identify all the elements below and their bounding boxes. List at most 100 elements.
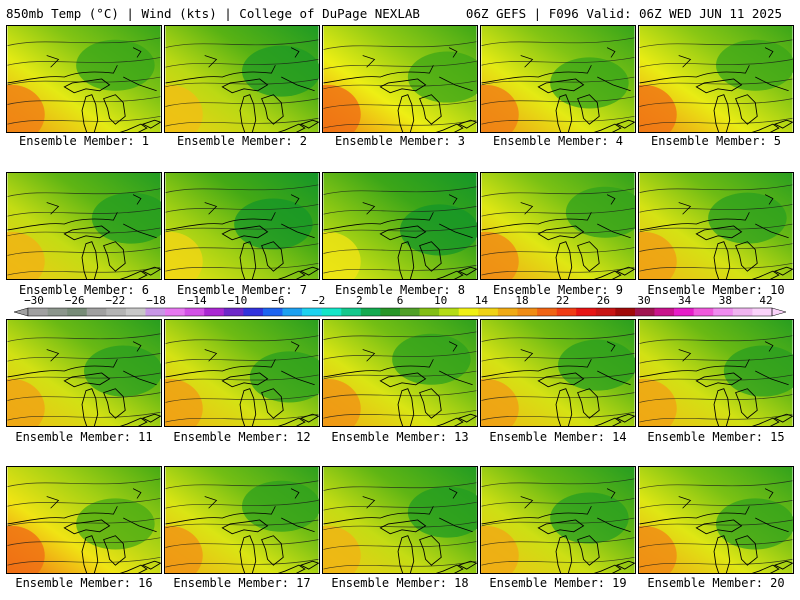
colorbar-segment bbox=[556, 308, 577, 316]
temperature-map bbox=[639, 26, 793, 132]
temperature-map bbox=[639, 467, 793, 573]
colorbar-tick-label: 30 bbox=[637, 294, 651, 307]
member-label: Ensemble Member: 14 bbox=[489, 430, 627, 444]
member-label: Ensemble Member: 11 bbox=[15, 430, 153, 444]
member-label: Ensemble Member: 9 bbox=[492, 283, 624, 297]
chart-title: 850mb Temp (°C) | Wind (kts) | College o… bbox=[6, 6, 420, 21]
colorbar-segment bbox=[125, 308, 146, 316]
colorbar-segment bbox=[752, 308, 773, 316]
map-panel bbox=[322, 172, 478, 280]
colorbar-segment bbox=[106, 308, 127, 316]
colorbar-segment bbox=[654, 308, 675, 316]
colorbar-segment bbox=[380, 308, 401, 316]
colorbar-tick-label: 10 bbox=[434, 294, 448, 307]
temperature-map bbox=[639, 173, 793, 279]
map-panel bbox=[480, 172, 636, 280]
colorbar-segment bbox=[262, 308, 283, 316]
colorbar-segment bbox=[634, 308, 655, 316]
member-label: Ensemble Member: 13 bbox=[331, 430, 469, 444]
map-panel bbox=[164, 319, 320, 427]
colorbar-segment bbox=[693, 308, 714, 316]
colorbar-segment bbox=[86, 308, 107, 316]
colorbar-tick-label: −10 bbox=[227, 294, 248, 307]
member-label: Ensemble Member: 2 bbox=[176, 134, 308, 148]
temperature-map bbox=[323, 320, 477, 426]
colorbar-segment bbox=[28, 308, 48, 316]
member-label: Ensemble Member: 18 bbox=[331, 576, 469, 590]
member-label: Ensemble Member: 20 bbox=[647, 576, 785, 590]
member-label: Ensemble Member: 1 bbox=[18, 134, 150, 148]
member-label: Ensemble Member: 10 bbox=[647, 283, 785, 297]
colorbar-segment bbox=[223, 308, 244, 316]
map-panel bbox=[638, 25, 794, 133]
member-label: Ensemble Member: 15 bbox=[647, 430, 785, 444]
temperature-map bbox=[165, 320, 319, 426]
member-label: Ensemble Member: 5 bbox=[650, 134, 782, 148]
colorbar-segment bbox=[674, 308, 694, 316]
temperature-map bbox=[481, 173, 635, 279]
map-panel bbox=[6, 466, 162, 574]
temperature-map bbox=[481, 320, 635, 426]
map-panel bbox=[6, 319, 162, 427]
temperature-map bbox=[165, 173, 319, 279]
colorbar-segment bbox=[517, 308, 538, 316]
temperature-map bbox=[7, 467, 161, 573]
colorbar-tick-label: 22 bbox=[556, 294, 570, 307]
temperature-map bbox=[165, 467, 319, 573]
map-panel bbox=[480, 466, 636, 574]
colorbar-segment bbox=[145, 308, 166, 316]
colorbar-tick-label: 26 bbox=[596, 294, 610, 307]
colorbar-segment bbox=[615, 308, 636, 316]
colorbar-tick-label: 34 bbox=[678, 294, 692, 307]
member-label: Ensemble Member: 6 bbox=[18, 283, 150, 297]
map-panel bbox=[164, 25, 320, 133]
colorbar-segment bbox=[165, 308, 185, 316]
map-panel bbox=[480, 25, 636, 133]
temperature-map bbox=[481, 467, 635, 573]
temperature-map bbox=[7, 173, 161, 279]
colorbar-tick-label: −26 bbox=[64, 294, 85, 307]
colorbar-tick-label: 42 bbox=[759, 294, 773, 307]
colorbar-tick-label: 14 bbox=[474, 294, 488, 307]
member-label: Ensemble Member: 3 bbox=[334, 134, 466, 148]
temperature-map bbox=[639, 320, 793, 426]
colorbar-segment bbox=[537, 308, 557, 316]
colorbar-segment bbox=[732, 308, 753, 316]
colorbar-tick-label: 18 bbox=[515, 294, 529, 307]
colorbar-segment bbox=[458, 308, 479, 316]
member-label: Ensemble Member: 8 bbox=[334, 283, 466, 297]
colorbar-segment bbox=[478, 308, 499, 316]
colorbar-tick-label: 6 bbox=[396, 294, 404, 307]
run-valid-time: 06Z GEFS | F096 Valid: 06Z WED JUN 11 20… bbox=[465, 6, 782, 21]
member-label: Ensemble Member: 17 bbox=[173, 576, 311, 590]
colorbar-tick-label: −18 bbox=[146, 294, 166, 307]
colorbar-segment bbox=[184, 308, 205, 316]
colorbar-segment bbox=[576, 308, 597, 316]
colorbar-max-arrow bbox=[771, 307, 787, 317]
temperature-map bbox=[481, 26, 635, 132]
map-panel bbox=[322, 466, 478, 574]
colorbar-tick-label: −22 bbox=[105, 294, 126, 307]
colorbar-tick-label: 38 bbox=[718, 294, 732, 307]
map-panel bbox=[322, 25, 478, 133]
colorbar-segment bbox=[321, 308, 342, 316]
temperature-map bbox=[323, 26, 477, 132]
map-panel bbox=[638, 319, 794, 427]
colorbar-segment bbox=[302, 308, 322, 316]
member-label: Ensemble Member: 4 bbox=[492, 134, 624, 148]
temperature-map bbox=[7, 320, 161, 426]
colorbar-tick-label: −14 bbox=[186, 294, 207, 307]
colorbar-min-arrow bbox=[13, 307, 29, 317]
map-panel bbox=[638, 466, 794, 574]
colorbar-tick-label: −6 bbox=[271, 294, 285, 307]
colorbar-segment bbox=[360, 308, 381, 316]
colorbar-segment bbox=[419, 308, 440, 316]
temperature-map bbox=[323, 173, 477, 279]
colorbar-segment bbox=[595, 308, 616, 316]
colorbar-segment bbox=[47, 308, 68, 316]
colorbar-tick-label: 2 bbox=[356, 294, 363, 307]
temperature-map bbox=[165, 26, 319, 132]
temperature-colorbar bbox=[13, 307, 787, 317]
map-panel bbox=[6, 25, 162, 133]
map-panel bbox=[638, 172, 794, 280]
